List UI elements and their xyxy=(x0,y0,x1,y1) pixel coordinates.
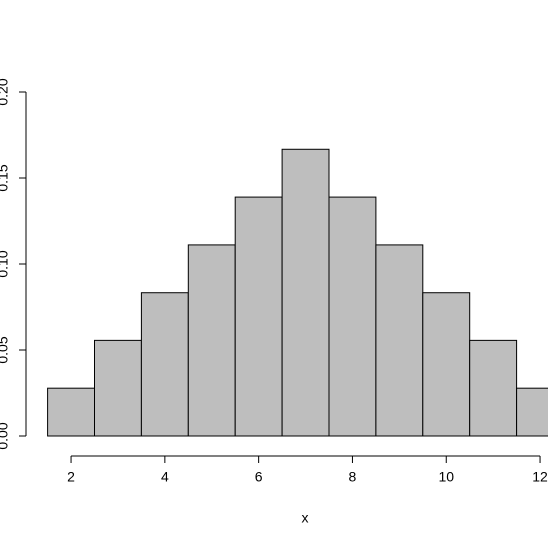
bar xyxy=(234,196,283,437)
bar xyxy=(375,244,424,437)
y-tick-label: 0.00 xyxy=(0,422,11,449)
bar xyxy=(187,244,236,437)
bar xyxy=(47,387,95,437)
x-tick-label: 10 xyxy=(438,469,454,485)
bar xyxy=(328,196,377,437)
x-tick-label: 12 xyxy=(532,469,548,485)
y-tick-label: 0.15 xyxy=(0,164,11,191)
bar xyxy=(469,339,518,437)
x-tick-label: 2 xyxy=(67,469,75,485)
bar xyxy=(140,292,189,437)
y-tick-label: 0.05 xyxy=(0,336,11,363)
bar xyxy=(422,292,471,437)
y-tick-label: 0.10 xyxy=(0,250,11,277)
y-tick-label: 0.20 xyxy=(0,78,11,105)
x-tick-label: 6 xyxy=(255,469,263,485)
bar xyxy=(281,148,330,437)
bar xyxy=(516,387,548,437)
bar xyxy=(94,339,142,437)
x-tick-label: 8 xyxy=(349,469,357,485)
x-axis-label: x xyxy=(302,510,309,526)
x-tick-label: 4 xyxy=(161,469,169,485)
